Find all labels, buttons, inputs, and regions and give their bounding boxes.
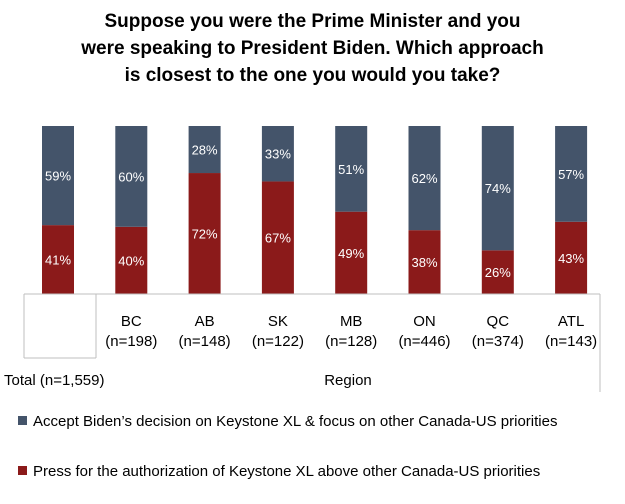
bar-accept-4	[335, 126, 368, 212]
data-label-accept-2: 28%	[192, 143, 218, 158]
chart-title-line-1: Suppose you were the Prime Minister and …	[104, 11, 521, 32]
bar-accept-0	[42, 126, 74, 226]
bar-accept-2	[188, 126, 221, 174]
bar-press-3	[261, 181, 294, 294]
data-label-press-0: 41%	[45, 253, 71, 268]
data-label-accept-3: 33%	[265, 147, 291, 162]
data-label-accept-1: 60%	[118, 169, 144, 184]
data-label-press-6: 26%	[485, 265, 511, 280]
category-label-0: Total (n=1,559)	[4, 372, 104, 389]
legend-label-press: Press for the authorization of Keystone …	[33, 463, 541, 480]
category-sublabel-7: (n=143)	[545, 333, 597, 350]
bar-accept-6	[481, 126, 514, 251]
group-label-region: Region	[324, 372, 372, 389]
data-label-press-7: 43%	[558, 251, 584, 266]
category-label-1: BC	[121, 313, 142, 330]
data-label-press-4: 49%	[338, 246, 364, 261]
category-sublabel-3: (n=122)	[252, 333, 304, 350]
data-label-press-5: 38%	[411, 255, 437, 270]
category-label-3: SK	[268, 313, 288, 330]
data-label-accept-6: 74%	[485, 181, 511, 196]
chart-title-line-2: were speaking to President Biden. Which …	[81, 38, 544, 59]
data-label-press-3: 67%	[265, 231, 291, 246]
bar-accept-7	[555, 126, 588, 222]
bar-press-2	[188, 173, 221, 294]
data-label-press-2: 72%	[192, 227, 218, 242]
legend-item-press: Press for the authorization of Keystone …	[18, 463, 540, 480]
data-label-accept-7: 57%	[558, 167, 584, 182]
category-sublabel-5: (n=446)	[398, 333, 450, 350]
legend-item-accept: Accept Biden’s decision on Keystone XL &…	[18, 413, 557, 430]
category-label-2: AB	[195, 313, 215, 330]
bar-accept-5	[408, 126, 441, 231]
legend-label-accept: Accept Biden’s decision on Keystone XL &…	[33, 413, 558, 430]
legend-swatch-accept	[18, 416, 27, 425]
category-label-7: ATL	[558, 313, 584, 330]
bar-press-4	[335, 211, 368, 294]
category-sublabel-2: (n=148)	[179, 333, 231, 350]
category-sublabel-1: (n=198)	[105, 333, 157, 350]
data-label-press-1: 40%	[118, 253, 144, 268]
chart-title: Suppose you were the Prime Minister and …	[0, 8, 625, 89]
bar-press-7	[555, 221, 588, 294]
legend-swatch-press	[18, 466, 27, 475]
category-label-6: QC	[487, 313, 510, 330]
bar-accept-3	[261, 126, 294, 182]
bar-press-0	[42, 225, 74, 294]
bar-accept-1	[115, 126, 148, 227]
category-sublabel-4: (n=128)	[325, 333, 377, 350]
category-label-4: MB	[340, 313, 363, 330]
data-label-accept-4: 51%	[338, 162, 364, 177]
data-label-accept-5: 62%	[411, 171, 437, 186]
bar-press-6	[481, 250, 514, 294]
category-label-5: ON	[413, 313, 436, 330]
data-label-accept-0: 59%	[45, 169, 71, 184]
bar-press-1	[115, 226, 148, 294]
bar-press-5	[408, 230, 441, 294]
chart-title-line-3: is closest to the one you would you take…	[124, 65, 501, 86]
category-sublabel-6: (n=374)	[472, 333, 524, 350]
